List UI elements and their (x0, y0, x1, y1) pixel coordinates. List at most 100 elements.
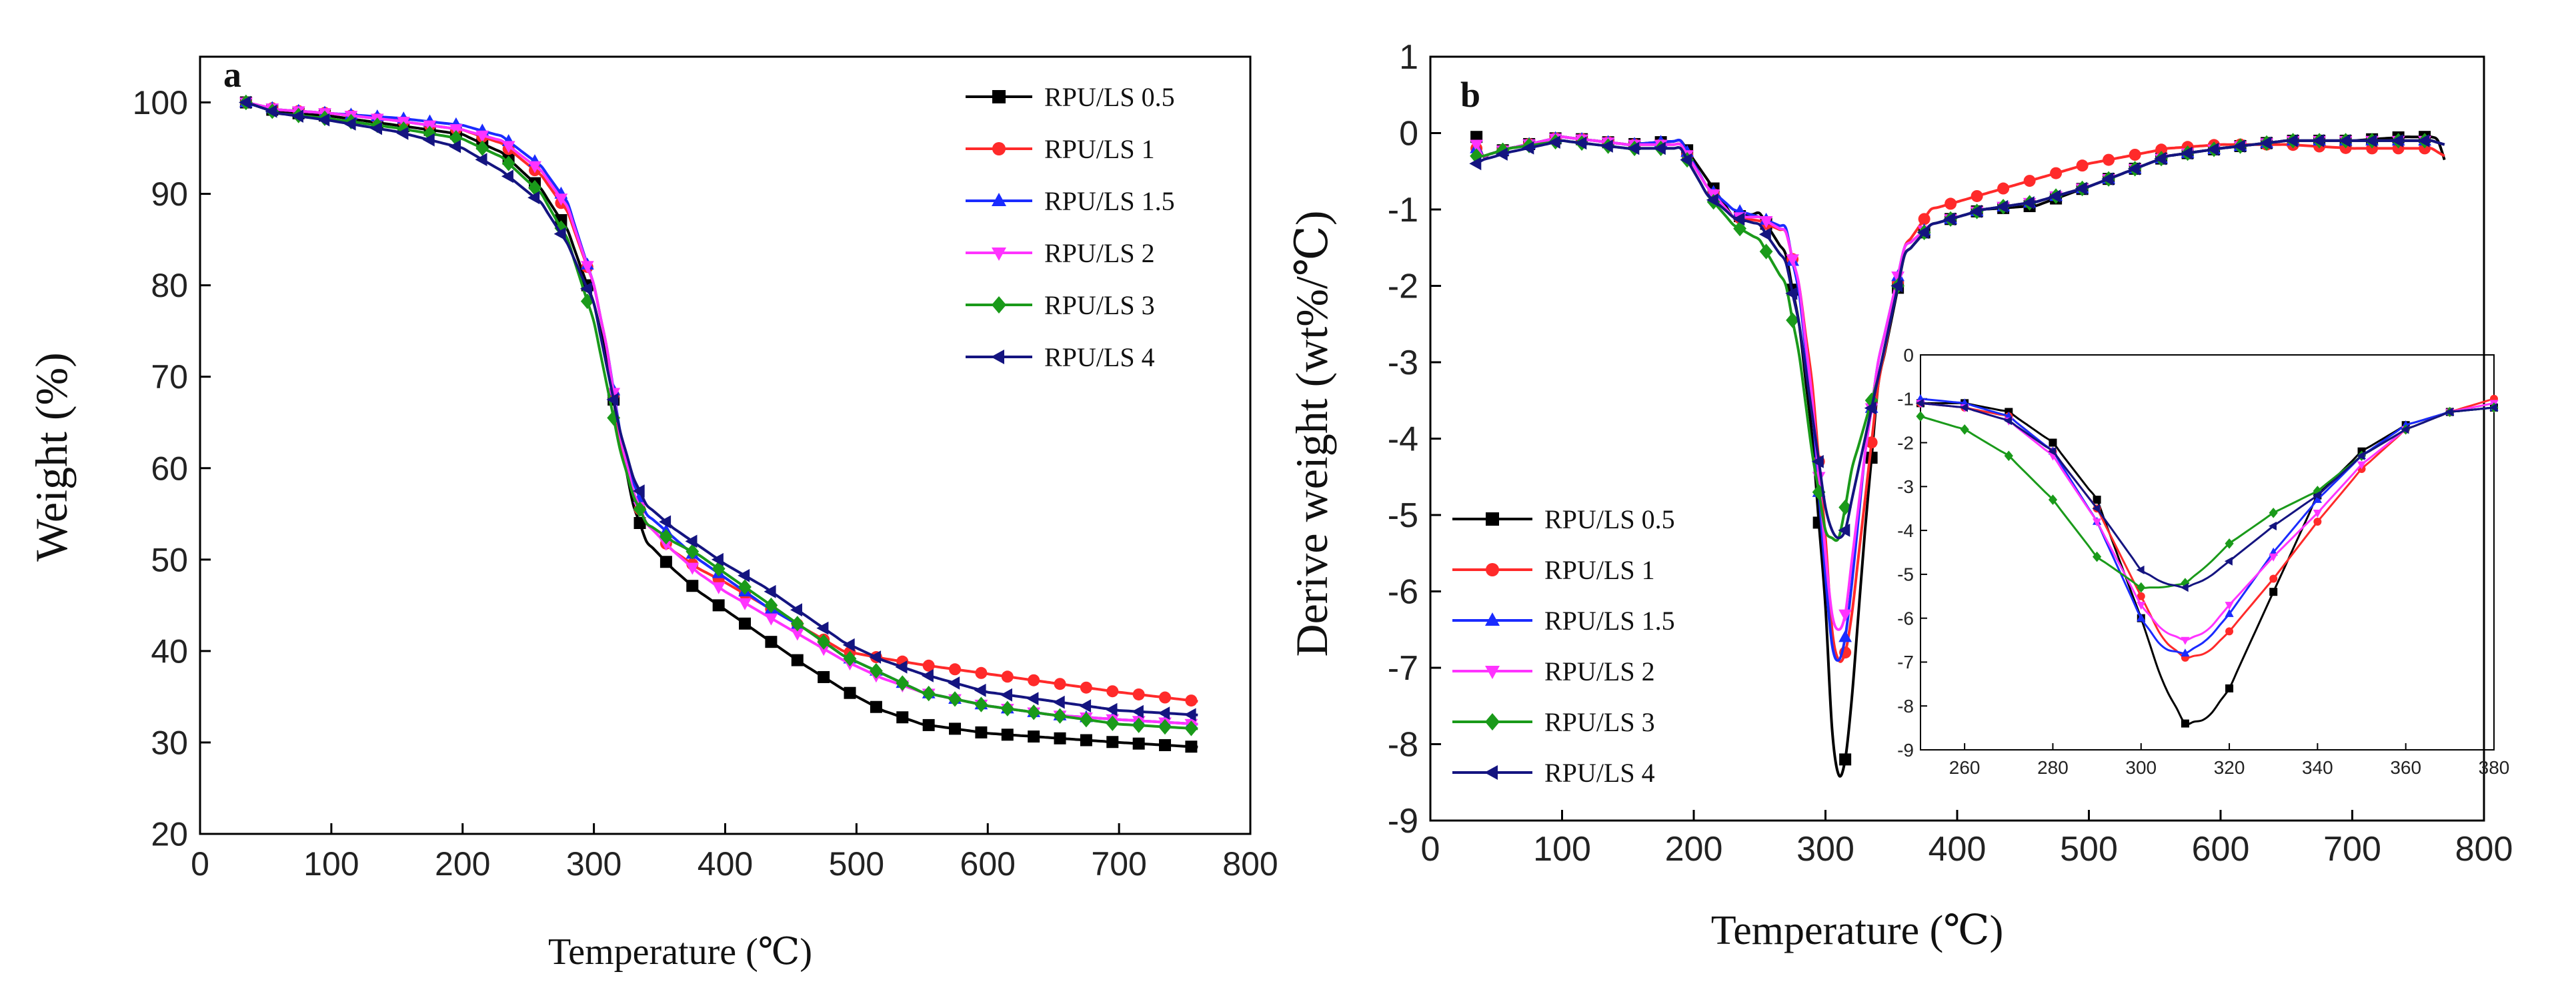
panel-b-data-point (1574, 136, 1587, 150)
panel-b-y-axis-title: Derive weight (wt%/℃) (1286, 211, 1337, 657)
panel-b-inset-data-point (2225, 608, 2234, 617)
panel-b-legend-marker (1484, 765, 1498, 780)
panel-b-inset-data-point (1960, 403, 1968, 412)
panel-a-chart: a Temperature (℃) Weight (%) 0 100 200 300 4… (26, 55, 1278, 973)
panel-a-data-point (527, 191, 540, 205)
panel-b-inset-series-2 (1916, 394, 2498, 662)
panel-b-series-5 (1470, 133, 2445, 542)
panel-b-x-tick-label: 800 (2455, 830, 2513, 869)
panel-b-x-tick-label: 700 (2323, 830, 2381, 869)
panel-a-data-point (501, 155, 515, 171)
panel-a-series-6 (239, 95, 1198, 722)
panel-a-data-point (1132, 717, 1146, 733)
panel-b-inset-series-line (1920, 398, 2495, 659)
panel-b-x-tick-label: 300 (1796, 830, 1854, 869)
panel-b-inset-data-point (2313, 510, 2322, 518)
panel-b-legend-marker (1485, 612, 1500, 626)
panel-a-data-point (764, 597, 778, 614)
panel-a-data-point (974, 683, 986, 697)
panel-b-inset-series-line (1920, 402, 2495, 642)
panel-b-data-point (2417, 134, 2430, 147)
panel-a-data-point (738, 579, 752, 595)
panel-a-data-point (659, 515, 672, 529)
panel-b-data-point (1811, 455, 1824, 468)
panel-b-x-axis-title: Temperature (℃) (1711, 908, 2004, 953)
panel-b-inset-series-line (1920, 402, 2495, 726)
panel-b-inset-data-point (2401, 425, 2409, 434)
panel-a-legend-label: RPU/LS 0.5 (1044, 82, 1175, 112)
panel-a-data-point (343, 117, 356, 131)
panel-b-x-tick-label: 200 (1665, 830, 1723, 869)
panel-a-data-point (1000, 700, 1014, 716)
panel-a-data-point (554, 193, 568, 206)
panel-a-data-point (501, 141, 515, 153)
panel-b-x-tick-label: 100 (1533, 830, 1591, 869)
panel-a-legend-marker (992, 142, 1006, 155)
panel-b-data-point (1786, 312, 1799, 328)
panel-b-inset-data-point (1916, 411, 1925, 422)
panel-b-data-point (2259, 136, 2272, 150)
panel-b-data-point (2022, 196, 2035, 209)
panel-a-legend: RPU/LS 0.5 RPU/LS 1 RPU/LS 1.5 RPU/LS 2 RPU/… (966, 82, 1175, 372)
panel-a-data-point (844, 686, 856, 699)
panel-a-y-tick-label: 80 (151, 267, 188, 304)
panel-a-data-point (712, 599, 725, 612)
panel-b-legend: RPU/LS 0.5 RPU/LS 1 RPU/LS 1.5 RPU/LS 2 RPU/… (1452, 504, 1675, 788)
panel-a-data-point (660, 538, 673, 551)
panel-a-data-point (1001, 728, 1014, 741)
panel-b-inset-series-1 (1916, 399, 2498, 728)
panel-a-data-point (370, 121, 382, 135)
panel-b-inset-x-tick-label: 260 (1949, 757, 1981, 778)
panel-b-inset-series-5 (1916, 402, 2499, 593)
panel-a-data-point (686, 562, 700, 575)
panel-b-chart: b Temperature (℃) Derive weight (wt%/℃) … (1286, 38, 2513, 953)
panel-a-data-point (896, 675, 910, 691)
panel-a-data-point (712, 582, 726, 594)
panel-b-legend-marker (1485, 666, 1500, 679)
panel-b-data-point (1945, 197, 1957, 210)
panel-b-inset-y-tick-label: -4 (1897, 520, 1914, 541)
panel-a-data-point (922, 718, 935, 731)
panel-b-data-point (1969, 205, 1982, 218)
panel-b-data-point (1918, 213, 1930, 225)
panel-b-y-tick-label: -3 (1388, 344, 1418, 382)
panel-b-data-point (2365, 134, 2377, 147)
panel-b-legend-label: RPU/LS 2 (1544, 656, 1655, 686)
panel-b-inset-data-point (2269, 553, 2278, 562)
panel-b-y-tick-label: -5 (1388, 496, 1418, 535)
panel-b-inset-data-point (2048, 447, 2057, 456)
panel-a-data-point (1028, 674, 1040, 686)
panel-b-data-point (1785, 287, 1798, 300)
panel-b-data-point (1759, 243, 1773, 260)
panel-b-data-point (2233, 139, 2245, 153)
panel-b-inset-data-point (2137, 592, 2145, 600)
panel-b-inset-y-tick-label: -7 (1897, 652, 1914, 672)
panel-b-data-point (1971, 189, 1983, 202)
panel-a-data-point (1028, 730, 1040, 743)
panel-a-legend-label: RPU/LS 1 (1044, 134, 1155, 164)
panel-a-data-point (738, 598, 752, 610)
panel-b-inset-y-tick-label: -8 (1897, 696, 1914, 716)
panel-a-x-tick-label: 600 (960, 845, 1016, 883)
panel-a-data-point (501, 169, 513, 183)
panel-b-inset-data-point (2357, 461, 2367, 470)
panel-a-x-tick-label: 400 (698, 845, 753, 883)
panel-a-data-point (1158, 718, 1172, 735)
panel-b-inset-y-tick-label: -5 (1897, 564, 1914, 585)
panel-b-inset-x-tick-label: 320 (2214, 757, 2245, 778)
panel-b-inset-data-point (2004, 416, 2013, 426)
panel-b-data-point (1786, 254, 1799, 267)
panel-a-x-tick-label: 0 (191, 845, 209, 883)
panel-a-legend-label: RPU/LS 2 (1044, 238, 1155, 268)
panel-b-data-point (2076, 159, 2089, 172)
panel-a-data-point (475, 140, 489, 156)
panel-b-inset-data-point (2093, 496, 2101, 504)
panel-a-data-point (580, 261, 594, 274)
panel-a-data-point (633, 501, 647, 518)
panel-b-inset-y-tick-label: -3 (1897, 476, 1914, 497)
panel-b-data-point (2207, 142, 2219, 156)
panel-a-data-point (974, 696, 988, 712)
panel-b-inset-y-tick-label: -1 (1897, 389, 1914, 410)
panel-a-data-point (660, 528, 673, 545)
panel-a-data-point (791, 654, 804, 666)
